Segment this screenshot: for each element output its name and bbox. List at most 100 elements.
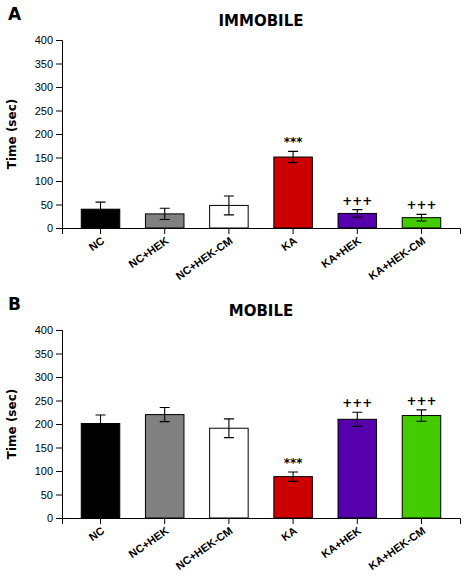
tick-mark — [56, 228, 62, 229]
tick-mark — [56, 330, 62, 331]
tick-label: KA — [279, 234, 299, 253]
tick: KA — [279, 228, 299, 253]
marks — [81, 151, 440, 228]
y-axis-title: Time (sec) — [5, 99, 19, 169]
annotations: ***++++++ — [284, 394, 437, 470]
title: MOBILE — [229, 302, 294, 320]
tick: 0 — [47, 512, 62, 524]
tick-label: 250 — [35, 395, 53, 407]
tick-label: NC — [86, 524, 106, 543]
tick-mark — [421, 228, 422, 234]
title: IMMOBILE — [218, 12, 303, 30]
tick-mark — [100, 228, 101, 234]
tick-label: NC+HEK-CM — [174, 524, 235, 572]
x-axis: NCNC+HEKNC+HEK-CMKAKA+HEKKA+HEK-CM — [63, 228, 461, 282]
axis-line — [56, 331, 63, 519]
tick-mark — [357, 228, 358, 234]
panel-label: B — [8, 294, 21, 314]
tick: KA — [279, 518, 299, 543]
tick-mark — [56, 158, 62, 159]
tick-mark — [56, 64, 62, 65]
tick: 0 — [47, 222, 62, 234]
tick-mark — [56, 401, 62, 402]
tick: 100 — [35, 175, 62, 187]
tick-mark — [56, 205, 62, 206]
tick-mark — [56, 448, 62, 449]
tick-mark — [56, 40, 62, 41]
tick-label: 0 — [47, 222, 53, 234]
error-bar — [288, 472, 298, 481]
error-bar — [96, 202, 106, 216]
tick-label: 300 — [35, 371, 53, 383]
figure: A IMMOBILE Time (sec) ***++++++ 0 50 100 150 200… — [0, 0, 474, 580]
annotation: +++ — [342, 194, 372, 208]
error-bar — [352, 412, 362, 426]
y-axis-title: Time (sec) — [5, 389, 19, 459]
tick: NC+HEK — [126, 228, 170, 270]
tick: NC — [86, 518, 106, 543]
tick-mark — [228, 518, 229, 524]
tick: 50 — [41, 489, 62, 501]
panel: B MOBILE Time (sec) ***++++++ 0 50 100 150 200 25… — [5, 294, 461, 572]
tick-label: KA+HEK — [319, 524, 363, 560]
tick-mark — [56, 111, 62, 112]
y-axis: 0 50 100 150 200 250 300 350 400 — [35, 324, 63, 524]
tick-label: NC+HEK — [126, 524, 170, 560]
error-bar — [416, 214, 426, 221]
error-bar — [416, 410, 426, 421]
annotation: +++ — [406, 394, 436, 408]
tick: 400 — [35, 34, 62, 46]
axis-line — [63, 519, 461, 525]
tick: 200 — [35, 418, 62, 430]
tick-mark — [293, 518, 294, 524]
tick: NC — [86, 228, 106, 253]
tick: KA+HEK-CM — [366, 228, 427, 282]
tick-mark — [228, 228, 229, 234]
error-bar — [96, 415, 106, 432]
tick-mark — [293, 228, 294, 234]
bar — [81, 424, 120, 518]
tick-label: 50 — [41, 199, 53, 211]
tick-label: 250 — [35, 105, 53, 117]
tick: 300 — [35, 371, 62, 383]
tick-mark — [56, 134, 62, 135]
error-bar — [160, 408, 170, 422]
tick-mark — [56, 87, 62, 88]
annotation: +++ — [406, 198, 436, 212]
plot: ***++++++050100150200250300350400NCNC+HE… — [35, 34, 461, 282]
tick: 100 — [35, 465, 62, 477]
tick-label: 100 — [35, 465, 53, 477]
tick-mark — [56, 354, 62, 355]
tick-label: 400 — [35, 324, 53, 336]
tick-label: 0 — [47, 512, 53, 524]
error-bar — [224, 196, 234, 215]
tick-mark — [164, 228, 165, 234]
panel: AIMMOBILETime (sec)***++++++050100150200… — [5, 4, 461, 282]
y-axis: 050100150200250300350400 — [35, 34, 63, 234]
tick-mark — [56, 424, 62, 425]
axis-line — [63, 229, 461, 235]
tick: 250 — [35, 395, 62, 407]
tick-mark — [56, 471, 62, 472]
tick: 350 — [35, 58, 62, 70]
error-bar — [160, 208, 170, 219]
tick-label: KA+HEK-CM — [366, 524, 427, 572]
tick: 250 — [35, 105, 62, 117]
tick-label: KA+HEK — [319, 234, 363, 270]
marks — [81, 408, 440, 518]
bar — [338, 419, 377, 518]
tick-label: 200 — [35, 128, 53, 140]
tick: KA+HEK — [319, 518, 363, 560]
tick-label: 350 — [35, 348, 53, 360]
tick: NC+HEK — [126, 518, 170, 560]
error-bar — [224, 419, 234, 438]
tick: 50 — [41, 199, 62, 211]
tick-mark — [56, 518, 62, 519]
tick-label: KA+HEK-CM — [366, 234, 427, 282]
tick: 150 — [35, 442, 62, 454]
panel-label: A — [8, 4, 22, 24]
tick: 350 — [35, 348, 62, 360]
tick: 200 — [35, 128, 62, 140]
tick: NC+HEK-CM — [174, 518, 235, 572]
tick-label: 300 — [35, 81, 53, 93]
